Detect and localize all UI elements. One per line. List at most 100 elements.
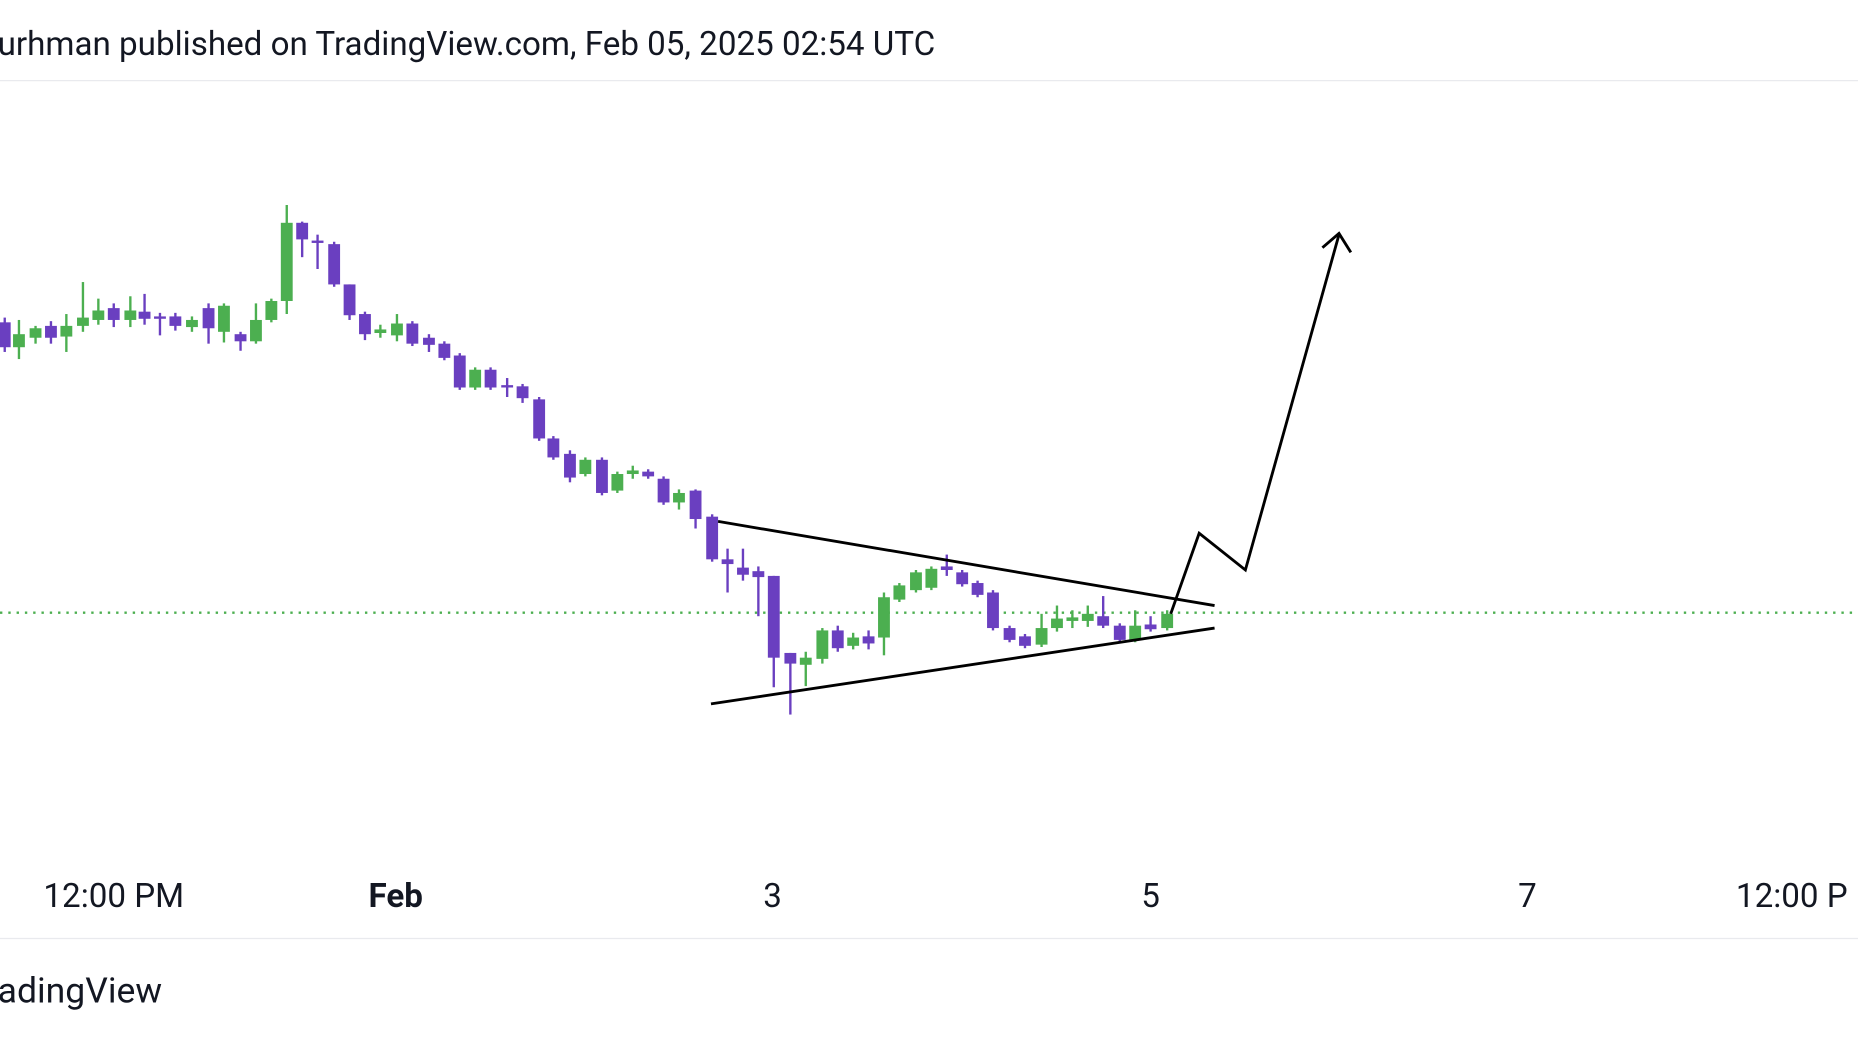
candle (45, 321, 57, 344)
candle (218, 303, 230, 343)
candle (784, 652, 797, 715)
candle-body (737, 567, 749, 575)
candle-body (657, 478, 670, 503)
candle (280, 205, 293, 315)
candle (673, 489, 685, 510)
candle (547, 436, 560, 460)
candle (406, 321, 419, 347)
candle (706, 514, 719, 562)
candle (1097, 596, 1110, 629)
candle-body (1161, 613, 1174, 629)
candle-body (29, 328, 42, 338)
candle-body (77, 317, 89, 326)
candle (799, 651, 812, 687)
candle-body (438, 343, 451, 358)
candle (925, 566, 938, 591)
candle-body (60, 325, 73, 337)
candle (893, 583, 906, 602)
candle-body (956, 572, 969, 585)
candle-body (406, 323, 419, 344)
candle-body (925, 568, 938, 588)
candle (250, 303, 262, 344)
candle (831, 625, 844, 652)
candle-body (107, 308, 120, 320)
candle (596, 457, 608, 496)
candle (391, 314, 403, 342)
candle-body (1066, 617, 1079, 621)
candle-body (92, 310, 105, 320)
candle-body (547, 438, 560, 458)
candle-body (234, 334, 247, 342)
candle (847, 632, 860, 650)
candle (1003, 625, 1016, 643)
time-label: 12:00 P (1736, 877, 1848, 916)
candle (737, 548, 749, 581)
candle-body (154, 316, 166, 319)
time-label: 7 (1518, 877, 1537, 916)
candle (956, 569, 969, 587)
triangle-upper-line (717, 520, 1215, 607)
candle (564, 450, 576, 483)
projection-path (1169, 234, 1341, 615)
candle-body (987, 592, 999, 629)
candle (202, 303, 215, 344)
candle (469, 367, 482, 390)
candle-body (706, 516, 719, 560)
time-label: 3 (763, 877, 782, 916)
candle (13, 319, 25, 360)
candle-body (1113, 625, 1126, 640)
candles (0, 205, 1174, 715)
candle-body (265, 301, 278, 320)
candle-body (1003, 628, 1016, 640)
candle-body (391, 323, 403, 336)
candle-body (45, 325, 57, 338)
candle-body (311, 240, 324, 243)
candle-body (878, 597, 890, 638)
candle-body (359, 314, 371, 335)
candle-body (910, 572, 922, 591)
candle (423, 334, 435, 352)
candle-body (626, 470, 639, 475)
candle (29, 325, 42, 344)
candle-body (280, 222, 293, 302)
candle (438, 341, 451, 361)
candle-body (138, 311, 151, 319)
candle (154, 312, 166, 336)
time-label: 5 (1141, 877, 1160, 916)
candle-body (516, 386, 529, 399)
candle-body (1081, 613, 1094, 621)
candle-body (596, 459, 608, 493)
candle (343, 284, 356, 320)
candle (611, 471, 624, 493)
candle-body (767, 575, 780, 658)
candle (186, 316, 198, 332)
candle (579, 457, 592, 477)
candle-body (469, 369, 482, 388)
time-label: Feb (369, 877, 423, 916)
candle-body (169, 316, 182, 326)
candle (516, 383, 529, 403)
triangle-lower-line (710, 626, 1215, 706)
candle (1035, 613, 1048, 648)
candle (626, 465, 639, 479)
candle-body (1035, 628, 1048, 645)
candle (940, 554, 953, 576)
candle-body (721, 559, 734, 565)
candle-body (1129, 625, 1142, 640)
candle-body (186, 319, 198, 328)
candle-body (1051, 618, 1063, 629)
candle (501, 378, 514, 397)
candle-body (799, 657, 812, 665)
candle (721, 548, 734, 593)
candle-body (202, 308, 215, 329)
candle-body (816, 630, 829, 659)
candle (92, 298, 105, 325)
candle-body (673, 492, 685, 503)
candle (657, 476, 670, 505)
candle (169, 312, 182, 331)
candle (124, 296, 137, 328)
candle (1081, 605, 1094, 627)
candle (878, 592, 890, 656)
candle-body (0, 322, 11, 348)
